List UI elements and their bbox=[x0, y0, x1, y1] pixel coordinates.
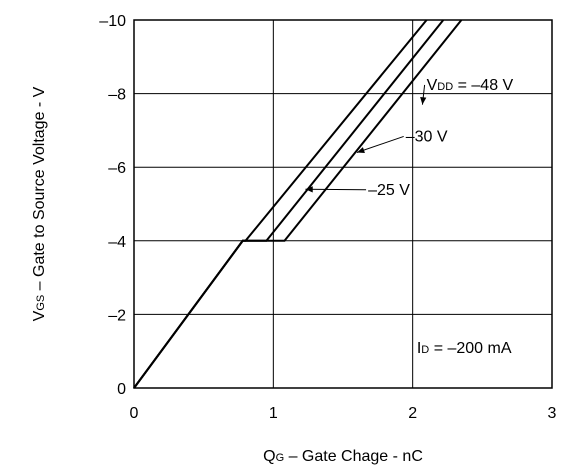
x-tick-label: 1 bbox=[269, 405, 278, 422]
annotation-id: ID = –200 mA bbox=[417, 340, 512, 357]
annotation-vdd25: –25 V bbox=[368, 182, 410, 199]
annotation-arrow bbox=[356, 135, 404, 153]
annotation-arrow bbox=[305, 188, 367, 191]
series-line-1 bbox=[133, 19, 428, 389]
annotations: VDD = –48 V –30 V –25 V ID = –200 mA bbox=[305, 77, 514, 357]
annotation-arrowhead bbox=[305, 186, 313, 193]
x-tick-label: 3 bbox=[548, 405, 557, 422]
grid bbox=[134, 20, 552, 388]
tick-labels: 0 1 2 3 0 –2 –4 –6 –8 –10 bbox=[99, 13, 556, 422]
series-line-2 bbox=[133, 19, 445, 389]
plot-frame bbox=[133, 19, 553, 389]
x-tick-label: 2 bbox=[408, 405, 417, 422]
y-tick-label: –2 bbox=[108, 307, 126, 324]
annotation-arrowhead bbox=[420, 96, 427, 105]
series-group bbox=[133, 19, 463, 389]
y-tick-label: –10 bbox=[99, 13, 126, 30]
x-axis-label: QG – Gate Chage - nC bbox=[263, 448, 423, 465]
x-tick-label: 0 bbox=[130, 405, 139, 422]
series-line-3 bbox=[133, 19, 463, 389]
y-tick-label: –6 bbox=[108, 160, 126, 177]
y-axis-label: VGS – Gate to Source Voltage - V bbox=[31, 86, 48, 321]
y-tick-label: –4 bbox=[108, 234, 126, 251]
y-tick-label: –8 bbox=[108, 87, 126, 104]
annotation-vdd48: VDD = –48 V bbox=[427, 77, 514, 94]
y-tick-label: 0 bbox=[117, 381, 126, 398]
annotation-vdd30: –30 V bbox=[406, 128, 448, 145]
annotation-arrowhead bbox=[356, 147, 365, 154]
